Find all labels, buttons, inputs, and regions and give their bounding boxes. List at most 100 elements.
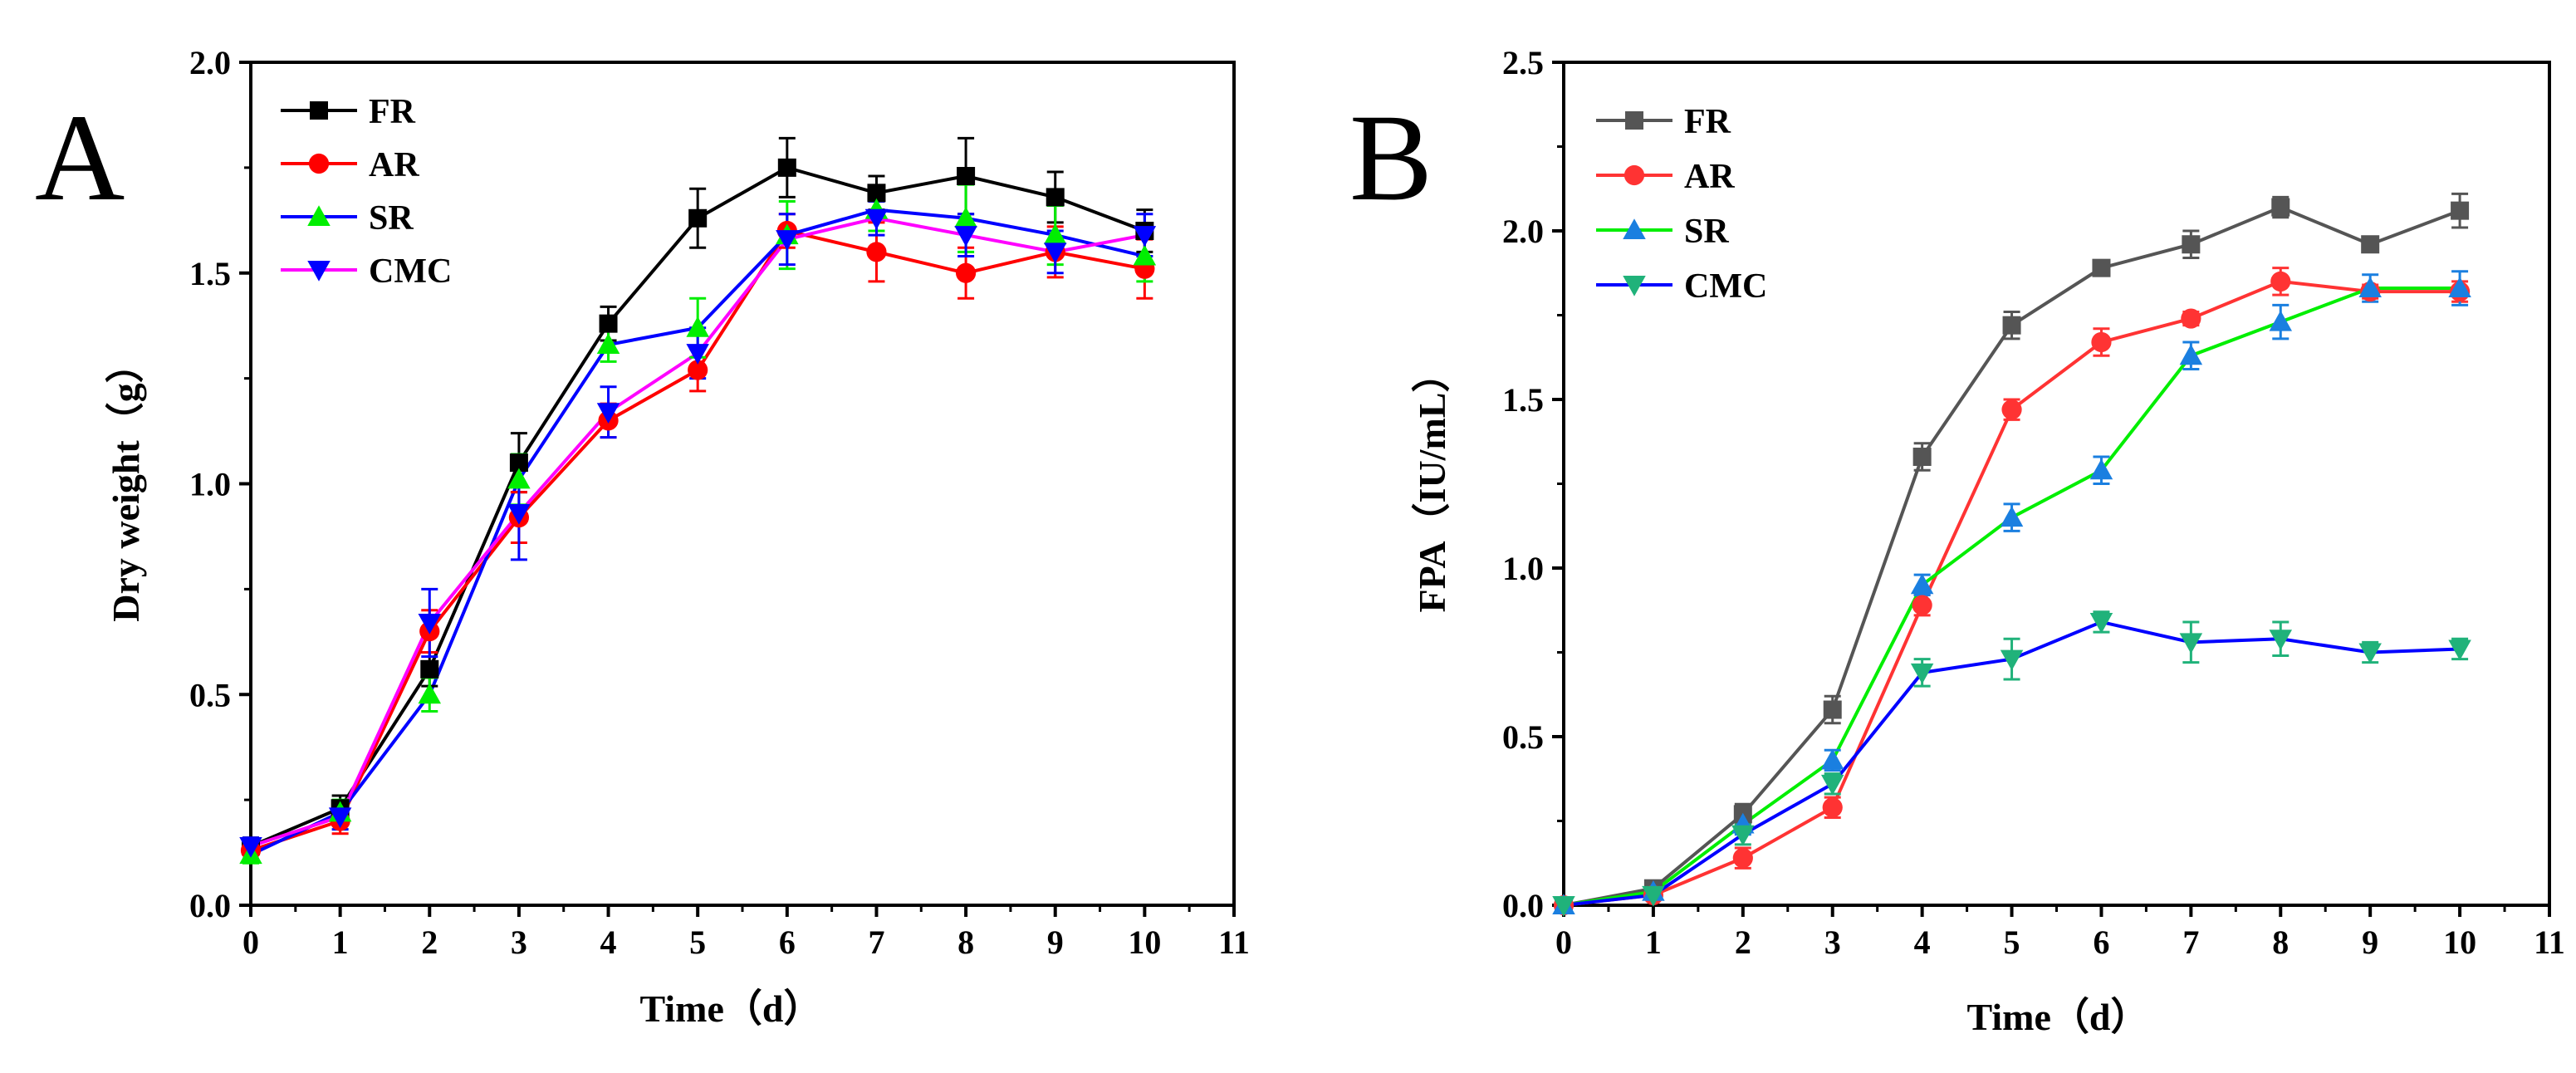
data-point-ar: [2001, 399, 2022, 420]
data-point-cmc: [328, 807, 352, 829]
data-point-ar: [2091, 331, 2112, 353]
plot-frame: [249, 61, 1236, 907]
x-tick-label: 1: [332, 924, 349, 961]
data-point-fr: [2451, 201, 2470, 220]
x-tick-label: 6: [2093, 924, 2109, 961]
x-axis-title: Time（d）: [1967, 996, 2149, 1038]
x-tick-label: 5: [689, 924, 706, 961]
data-point-sr: [2269, 310, 2293, 331]
data-point-cmc: [686, 344, 709, 365]
y-tick-label: 0.0: [189, 887, 231, 924]
data-point-fr: [688, 208, 708, 228]
data-point-cmc: [1133, 226, 1157, 247]
y-tick-label: 0.5: [189, 676, 231, 713]
data-point-fr: [2271, 198, 2290, 217]
panel-label: A: [35, 89, 125, 227]
legend-marker-cmc: [307, 261, 331, 282]
data-point-sr: [1043, 223, 1067, 245]
data-point-sr: [2179, 344, 2203, 365]
data-point-ar: [2181, 308, 2201, 329]
x-tick-label: 11: [2534, 924, 2565, 961]
x-tick-label: 4: [600, 924, 617, 961]
x-tick-label: 8: [957, 924, 974, 961]
data-point-cmc: [2269, 630, 2293, 651]
data-point-fr: [420, 659, 439, 679]
x-tick-label: 7: [2182, 924, 2199, 961]
legend-label-cmc: CMC: [369, 252, 452, 291]
legend-marker-cmc: [1623, 276, 1646, 296]
data-point-cmc: [239, 836, 262, 858]
data-point-ar: [1732, 848, 1753, 869]
x-tick-label: 7: [868, 924, 884, 961]
legend-label-ar: AR: [369, 146, 419, 184]
data-point-ar: [955, 262, 977, 283]
x-tick-label: 9: [2362, 924, 2378, 961]
data-point-fr: [599, 314, 618, 333]
data-point-cmc: [1552, 896, 1575, 917]
data-point-ar: [2270, 271, 2291, 292]
x-axis-title: Time（d）: [640, 987, 822, 1030]
data-point-sr: [507, 468, 531, 489]
y-tick-label: 1.0: [1502, 550, 1544, 587]
legend-marker-ar: [308, 153, 330, 174]
data-point-cmc: [507, 504, 531, 525]
data-point-fr: [2002, 316, 2021, 335]
data-point-fr: [867, 184, 886, 203]
data-point-cmc: [2089, 612, 2113, 634]
x-tick-label: 2: [421, 924, 438, 961]
data-point-fr: [509, 453, 528, 473]
x-tick-label: 3: [511, 924, 527, 961]
x-tick-label: 11: [1218, 924, 1250, 961]
data-point-fr: [1912, 448, 1932, 467]
data-point-cmc: [1731, 825, 1755, 846]
y-tick-label: 2.0: [1502, 213, 1544, 250]
x-tick-label: 1: [1645, 924, 1662, 961]
series-line-sr: [1563, 287, 2461, 907]
data-point-cmc: [1043, 243, 1067, 264]
x-tick-label: 10: [2443, 924, 2476, 961]
x-tick-label: 6: [779, 924, 796, 961]
data-point-fr: [2361, 235, 2380, 254]
legend-marker-sr: [1623, 218, 1646, 239]
data-point-sr: [2089, 458, 2113, 480]
x-tick-label: 9: [1047, 924, 1064, 961]
data-point-sr: [2000, 506, 2024, 527]
data-point-sr: [686, 316, 709, 337]
data-point-cmc: [418, 613, 442, 634]
data-point-cmc: [596, 403, 620, 424]
data-point-cmc: [2358, 643, 2382, 664]
data-point-fr: [2092, 258, 2111, 277]
y-tick-label: 0.5: [1502, 718, 1544, 756]
data-point-fr: [2182, 235, 2201, 254]
x-tick-label: 10: [1128, 924, 1161, 961]
data-point-sr: [596, 333, 620, 355]
series-line-ar: [1563, 279, 2461, 907]
data-point-fr: [1823, 700, 1842, 719]
x-tick-label: 0: [1555, 924, 1572, 961]
data-point-fr: [957, 167, 976, 186]
legend-label-cmc: CMC: [1684, 267, 1767, 306]
data-point-ar: [688, 360, 708, 380]
y-tick-label: 1.5: [189, 255, 231, 292]
legend-label-ar: AR: [1684, 158, 1735, 196]
x-tick-label: 0: [242, 924, 259, 961]
data-point-ar: [1912, 595, 1932, 615]
data-point-sr: [954, 207, 977, 228]
panel-a: A 0 1 2 3 4 5 6 7 8 9 10 11 0.0 0.5 1.0 1.5 2.0 Time（d） Dry…: [35, 44, 1250, 1030]
x-tick-label: 4: [1914, 924, 1931, 961]
y-tick-label: 1.0: [189, 466, 231, 503]
data-point-fr: [1046, 188, 1065, 207]
data-point-sr: [1133, 244, 1157, 266]
x-tick-label: 8: [2272, 924, 2289, 961]
data-point-fr: [777, 158, 796, 177]
panel-b: B 0 1 2 3 4 5 6 7 8 9 10 11 0.0 0.5 1.0 1.5 2.0 2.5 Time（d）…: [1349, 44, 2565, 1038]
x-tick-label: 2: [1735, 924, 1751, 961]
legend-label-fr: FR: [1684, 103, 1731, 141]
data-point-sr: [2358, 277, 2382, 298]
y-tick-label: 2.0: [189, 44, 231, 81]
data-point-ar: [1822, 797, 1843, 818]
data-point-sr: [1820, 748, 1844, 770]
data-point-cmc: [1820, 774, 1844, 796]
y-axis-title: FPA（IU/mL）: [1411, 355, 1453, 613]
legend-marker-fr: [1625, 111, 1643, 130]
